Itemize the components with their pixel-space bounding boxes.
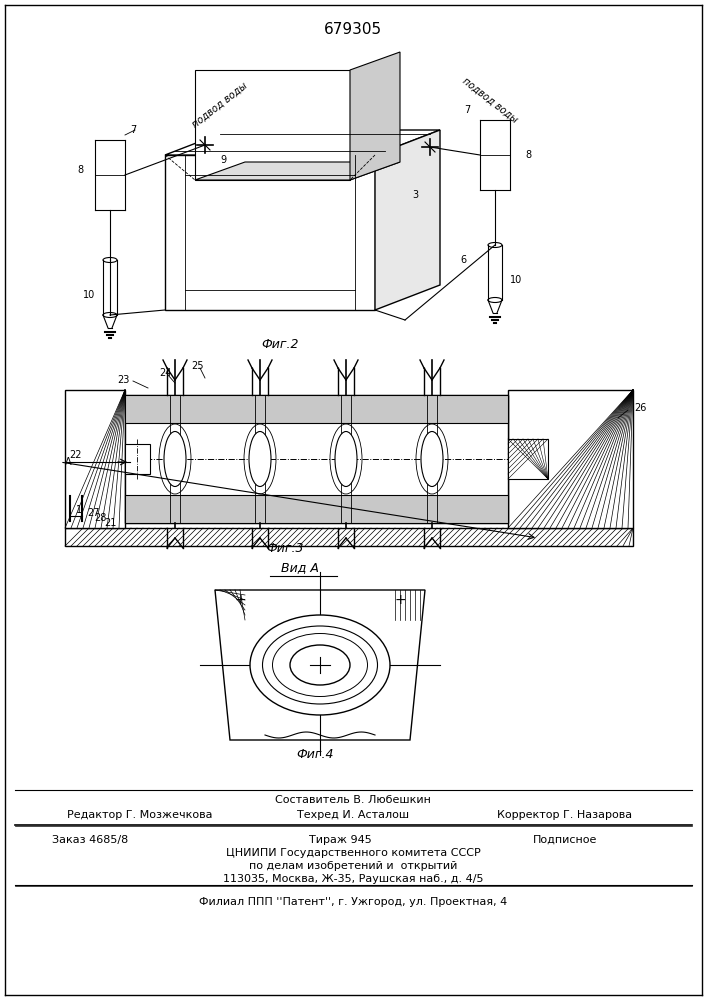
Text: 9: 9 [220, 155, 226, 165]
Text: +: + [234, 593, 246, 607]
Text: 7: 7 [464, 105, 470, 115]
Text: 3: 3 [412, 190, 418, 200]
Ellipse shape [103, 312, 117, 318]
Ellipse shape [250, 615, 390, 715]
Bar [508, 390, 633, 528]
Ellipse shape [262, 626, 378, 704]
Text: +: + [395, 593, 406, 607]
Bar [125, 444, 150, 474]
Polygon shape [165, 155, 375, 310]
Text: 1: 1 [76, 505, 82, 515]
Text: 8: 8 [525, 150, 531, 160]
Text: Составитель В. Любешкин: Составитель В. Любешкин [275, 795, 431, 805]
Text: Заказ 4685/8: Заказ 4685/8 [52, 835, 128, 845]
Text: 23: 23 [117, 375, 130, 385]
Polygon shape [165, 130, 440, 155]
Polygon shape [195, 162, 400, 180]
Bar [65, 528, 633, 546]
Text: 27: 27 [87, 508, 99, 518]
Ellipse shape [290, 645, 350, 685]
Text: 679305: 679305 [324, 22, 382, 37]
Ellipse shape [335, 432, 357, 487]
Polygon shape [195, 70, 350, 180]
Ellipse shape [249, 432, 271, 487]
Text: Вид А: Вид А [281, 562, 319, 574]
Bar [125, 495, 508, 523]
Bar [508, 439, 548, 479]
Bar [125, 395, 508, 423]
Text: Редактор Г. Мозжечкова: Редактор Г. Мозжечкова [67, 810, 213, 820]
Text: Фиг.4: Фиг.4 [296, 748, 334, 762]
Polygon shape [215, 590, 425, 740]
Text: Техред И. Асталош: Техред И. Асталош [297, 810, 409, 820]
Text: 8: 8 [77, 165, 83, 175]
Text: 10: 10 [83, 290, 95, 300]
Ellipse shape [421, 432, 443, 487]
Bar [65, 390, 125, 528]
Text: 21: 21 [104, 518, 116, 528]
Text: 7: 7 [130, 125, 136, 135]
Polygon shape [350, 52, 400, 180]
Text: ЦНИИПИ Государственного комитета СССР: ЦНИИПИ Государственного комитета СССР [226, 848, 480, 858]
Polygon shape [375, 130, 440, 310]
Text: 6: 6 [460, 255, 466, 265]
Text: Подписное: Подписное [533, 835, 597, 845]
Text: Филиал ППП ''Патент'', г. Ужгород, ул. Проектная, 4: Филиал ППП ''Патент'', г. Ужгород, ул. П… [199, 897, 507, 907]
Text: 25: 25 [192, 361, 204, 371]
Ellipse shape [272, 634, 368, 696]
Text: 28: 28 [94, 513, 106, 523]
Ellipse shape [488, 298, 502, 302]
Text: 24: 24 [159, 368, 171, 378]
Ellipse shape [164, 432, 186, 487]
Text: 113035, Москва, Ж-35, Раушская наб., д. 4/5: 113035, Москва, Ж-35, Раушская наб., д. … [223, 874, 484, 884]
Text: 22: 22 [69, 450, 82, 460]
Text: подвод воды: подвод воды [460, 75, 520, 125]
Bar [125, 395, 508, 523]
Ellipse shape [103, 257, 117, 262]
Text: 26: 26 [634, 403, 646, 413]
Text: Фиг.3: Фиг.3 [267, 542, 304, 554]
Text: Корректор Г. Назарова: Корректор Г. Назарова [498, 810, 633, 820]
Text: А: А [65, 457, 72, 467]
Text: Тираж 945: Тираж 945 [309, 835, 371, 845]
Ellipse shape [488, 242, 502, 247]
Text: 10: 10 [510, 275, 522, 285]
Text: Фиг.2: Фиг.2 [262, 338, 299, 352]
Text: по делам изобретений и  открытий: по делам изобретений и открытий [249, 861, 457, 871]
Text: подвод воды: подвод воды [190, 80, 250, 130]
